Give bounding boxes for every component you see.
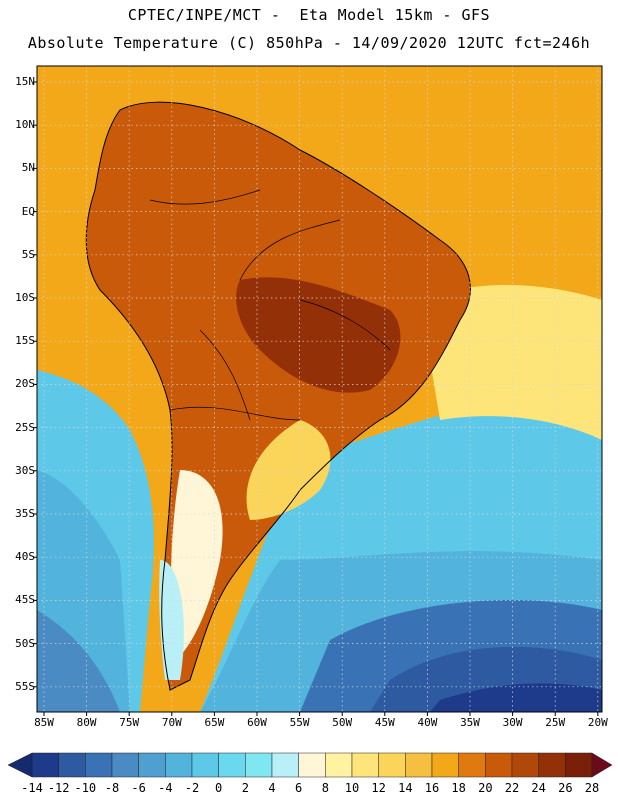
colorbar-label: 12 [371, 781, 386, 795]
colorbar-swatch [85, 752, 113, 778]
colorbar-high-arrow [591, 752, 613, 778]
colorbar-swatch [325, 752, 353, 778]
colorbar-label: -10 [74, 781, 97, 795]
colorbar-swatch [271, 752, 299, 778]
colorbar-label: 26 [558, 781, 573, 795]
colorbar-label: 14 [398, 781, 413, 795]
border-line [199, 329, 251, 421]
colorbar-swatch [138, 752, 166, 778]
lat-label: 55S [15, 679, 35, 693]
colorbar-swatch [538, 752, 566, 778]
title-line-2: Absolute Temperature (C) 850hPa - 14/09/… [27, 34, 591, 52]
colorbar [7, 752, 613, 778]
lat-label: 5S [21, 247, 35, 261]
lon-label: 35W [460, 716, 480, 729]
colorbar-swatch [245, 752, 273, 778]
lat-label: 35S [15, 507, 35, 520]
lon-label: 55W [289, 716, 310, 729]
colorbar-swatch [405, 752, 433, 778]
coastline [85, 101, 471, 691]
border-line [169, 406, 301, 421]
lon-label: 80W [76, 716, 97, 729]
colorbar-swatch [31, 752, 59, 778]
colorbar-label: -6 [131, 781, 146, 795]
colorbar-label: 28 [584, 781, 600, 795]
lon-label: 25W [545, 716, 566, 729]
colorbar-label: -12 [47, 781, 70, 795]
lon-label: 70W [161, 716, 182, 729]
colorbar-label: 20 [478, 781, 493, 795]
lat-label: 25S [15, 420, 35, 434]
atlantic-warm-band [420, 285, 602, 440]
lat-label: 20S [15, 377, 35, 391]
title-line-1: CPTEC/INPE/MCT - Eta Model 15km - GFS [127, 6, 491, 24]
colorbar-label: 18 [451, 781, 466, 795]
lat-label: 5N [21, 161, 35, 175]
colorbar-label: 10 [344, 781, 360, 795]
pacific-coldest-band [37, 610, 120, 712]
lon-label: 50W [332, 716, 353, 729]
colorbar-swatch [58, 752, 86, 778]
colorbar-swatch [351, 752, 379, 778]
lon-label: 85W [34, 716, 54, 729]
colorbar-swatch [565, 752, 593, 778]
colorbar-label: -2 [184, 781, 200, 795]
patagonia-cool [170, 470, 223, 660]
border-line [299, 299, 391, 351]
southern-brazil-mild [246, 420, 331, 520]
polar-cold-core [430, 683, 602, 712]
lon-label: 75W [119, 716, 140, 729]
colorbar-swatch [111, 752, 139, 778]
border-line [149, 189, 261, 205]
lon-label: 30W [502, 716, 523, 729]
colorbar-swatch [431, 752, 459, 778]
lat-label: 45S [15, 593, 35, 607]
lon-label: 60W [247, 716, 267, 729]
lat-label: EQ [21, 204, 35, 218]
colorbar-label: 4 [268, 781, 276, 795]
lat-label: 40S [15, 550, 35, 564]
colorbar-swatch [191, 752, 219, 778]
colorbar-swatch [485, 752, 513, 778]
colorbar-label: 6 [295, 781, 303, 795]
colorbar-label: -8 [104, 781, 120, 795]
axis-ticks [33, 81, 599, 716]
lat-label: 10N [15, 118, 35, 132]
colorbar-label: 24 [531, 781, 546, 795]
lon-label: 20W [587, 716, 608, 729]
colorbar-label: -14 [21, 781, 43, 795]
colorbar-swatch [298, 752, 326, 778]
map-frame [36, 65, 603, 713]
colorbar-label: 0 [215, 781, 223, 795]
colorbar-swatch [511, 752, 539, 778]
map-field [37, 66, 602, 712]
colorbar-swatch [458, 752, 486, 778]
colorbar-label: 16 [424, 781, 440, 795]
colorbar-swatch [165, 752, 193, 778]
central-brazil-hot-core [236, 277, 401, 393]
lon-label: 40W [417, 716, 438, 729]
lat-label: 10S [15, 291, 35, 304]
lat-label: 15S [15, 334, 35, 348]
colorbar-low-arrow [7, 752, 33, 778]
colorbar-label: 2 [241, 781, 249, 795]
colorbar-swatch [218, 752, 246, 778]
lat-label: 50S [15, 636, 35, 650]
colorbar-label: 8 [321, 781, 329, 795]
lat-label: 15N [15, 75, 35, 88]
colorbar-swatch [378, 752, 406, 778]
colorbar-label: -4 [158, 781, 173, 795]
lon-label: 45W [374, 716, 395, 729]
lon-label: 65W [204, 716, 225, 729]
colorbar-label: 22 [504, 781, 520, 795]
lat-label: 30S [15, 463, 35, 477]
border-line [239, 219, 341, 281]
